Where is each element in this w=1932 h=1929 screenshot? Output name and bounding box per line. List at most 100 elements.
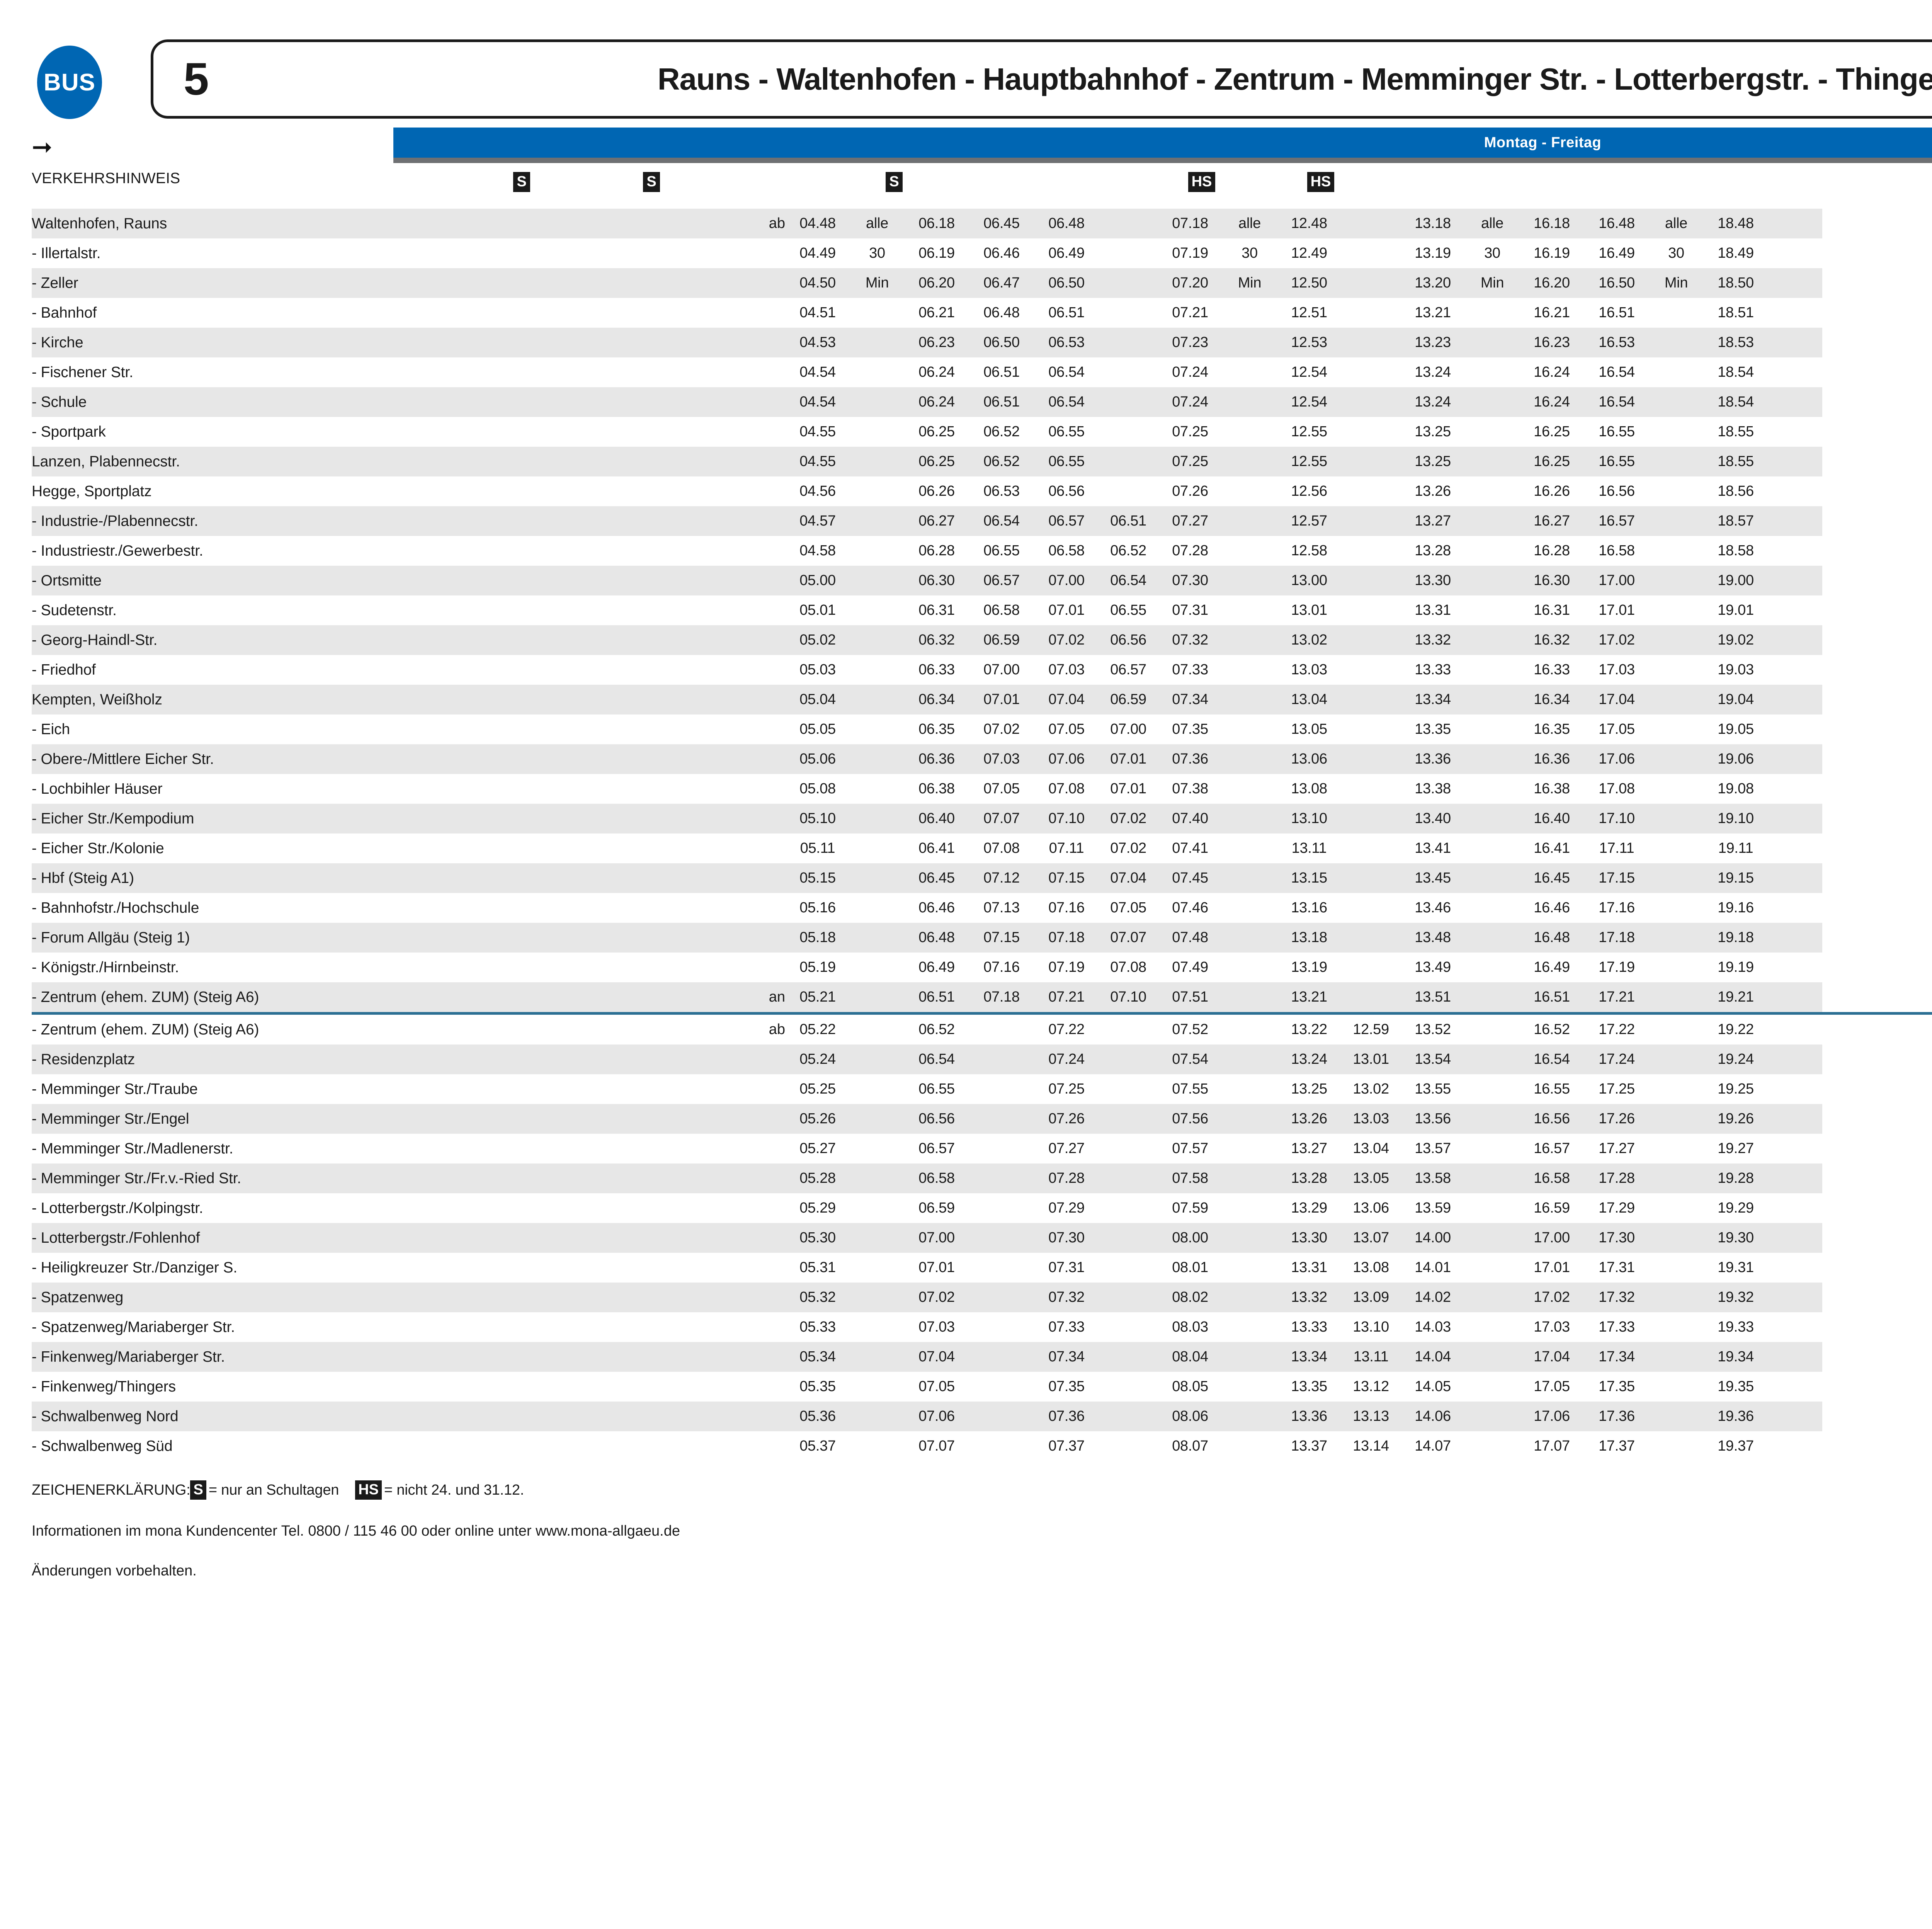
time-cell: 06.19 (918, 245, 955, 261)
time-cell (1768, 298, 1822, 328)
time-cell (850, 685, 904, 714)
filler-cell (1822, 536, 1932, 566)
time-cell: 05.33 (799, 1319, 836, 1335)
table-row: - Lochbihler Häuser 05.08 06.38 07.05 07.08 0… (32, 774, 1932, 804)
time-cell (850, 447, 904, 476)
time-cell: 19.11 (1718, 840, 1753, 856)
time-cell: 04.58 (799, 543, 836, 559)
time-cell: 06.36 (904, 744, 969, 774)
arrival-departure-flag (754, 953, 785, 982)
time-cell: 07.51 (1158, 982, 1223, 1012)
time-cell (1649, 953, 1703, 982)
table-row: - Industrie-/Plabennecstr. 04.57 06.27 06.5… (32, 506, 1932, 536)
time-cell: 07.27 (1048, 1140, 1085, 1157)
stop-name: - Schwalbenweg Süd (32, 1437, 173, 1454)
table-row: - Friedhof 05.03 06.33 07.00 07.03 06.57 07.33… (32, 655, 1932, 685)
time-cell: 07.41 (1172, 840, 1208, 856)
time-cell: 13.05 (1291, 721, 1327, 737)
time-cell (1649, 714, 1703, 744)
time-cell: 16.28 (1534, 543, 1570, 559)
time-cell: 19.00 (1703, 566, 1768, 595)
time-cell (1342, 328, 1400, 357)
time-cell (850, 387, 904, 417)
time-cell (1768, 1431, 1822, 1461)
table-row: Kempten, Weißholz 05.04 06.34 07.01 07.04 06.… (32, 685, 1932, 714)
time-cell (1465, 447, 1519, 476)
table-row: - Forum Allgäu (Steig 1) 05.18 06.48 07.15 0… (32, 923, 1932, 953)
column-mark-6 (743, 165, 808, 199)
time-cell: 19.08 (1718, 781, 1754, 797)
time-cell (1465, 685, 1519, 714)
time-cell: 13.01 (1342, 1044, 1400, 1074)
time-cell: 16.58 (1519, 1164, 1584, 1193)
time-cell (1768, 1044, 1822, 1074)
time-cell: 13.24 (1415, 364, 1451, 380)
stop-name: - Lotterbergstr./Kolpingstr. (32, 1199, 203, 1216)
time-cell: 16.50 (1584, 268, 1649, 298)
time-cell: 06.57 (1034, 506, 1099, 536)
stop-name: - Schwalbenweg Nord (32, 1402, 754, 1431)
time-cell (969, 1164, 1034, 1193)
time-cell (1342, 387, 1400, 417)
time-cell: 07.34 (1034, 1342, 1099, 1372)
table-row: Hegge, Sportplatz 04.56 06.26 06.53 06.56 07.… (32, 476, 1932, 506)
time-cell: 19.15 (1703, 863, 1768, 893)
time-cell: 30 (1484, 245, 1500, 261)
verkehrshinweis-label: VERKEHRSHINWEIS (32, 170, 180, 187)
stop-name: - Lotterbergstr./Fohlenhof (32, 1223, 754, 1253)
stop-name: - Residenzplatz (32, 1044, 754, 1074)
time-cell: 06.33 (918, 662, 955, 678)
time-cell (1768, 1312, 1822, 1342)
time-cell: 08.04 (1158, 1342, 1223, 1372)
time-cell (1649, 655, 1703, 685)
stop-name: - Königstr./Hirnbeinstr. (32, 959, 179, 976)
time-cell: 16.18 (1519, 209, 1584, 238)
time-cell: 07.00 (1034, 566, 1099, 595)
changes-line: Änderungen vorbehalten. (32, 1563, 197, 1579)
legend-hs-text: = nicht 24. und 31.12. (384, 1482, 524, 1498)
time-cell: 07.16 (1048, 900, 1085, 916)
time-cell (1465, 1044, 1519, 1074)
time-cell (1342, 685, 1400, 714)
time-cell (1465, 328, 1519, 357)
time-cell (1768, 744, 1822, 774)
stop-name: - Zentrum (ehem. ZUM) (Steig A6) (32, 982, 754, 1012)
time-cell: 07.55 (1172, 1081, 1208, 1097)
time-cell: 13.26 (1277, 1104, 1342, 1134)
time-cell: 08.05 (1172, 1378, 1208, 1395)
time-cell (850, 298, 904, 328)
time-cell (1342, 714, 1400, 744)
time-cell: 07.01 (969, 685, 1034, 714)
time-cell: 07.01 (1099, 744, 1158, 774)
arrow-right-icon: ➞ (32, 133, 53, 161)
time-cell (1768, 953, 1822, 982)
time-cell: 07.07 (969, 804, 1034, 834)
time-cell: 05.16 (799, 900, 836, 916)
time-cell: 07.28 (1034, 1164, 1099, 1193)
time-cell (1223, 595, 1277, 625)
time-cell: 06.48 (1034, 209, 1099, 238)
filler-cell (1822, 685, 1932, 714)
time-cell: 05.03 (799, 662, 836, 678)
time-cell (1099, 1164, 1158, 1193)
time-cell: 14.04 (1400, 1342, 1465, 1372)
time-cell: 17.01 (1534, 1259, 1570, 1276)
time-cell: 17.32 (1584, 1283, 1649, 1312)
time-cell (1649, 595, 1703, 625)
arrival-departure-flag (754, 1074, 785, 1104)
time-cell: 07.35 (1172, 721, 1208, 737)
time-cell (1223, 1014, 1277, 1045)
time-cell (1649, 1074, 1703, 1104)
time-cell: 07.03 (918, 1319, 955, 1335)
time-cell: 07.02 (1099, 804, 1158, 834)
time-cell (1342, 209, 1400, 238)
table-row: - Spatzenweg/Mariaberger Str. 05.33 07.03 0… (32, 1312, 1932, 1342)
time-cell: 18.48 (1703, 209, 1768, 238)
time-cell (1768, 387, 1822, 417)
arrival-departure-flag (754, 387, 785, 417)
table-row: Waltenhofen, Rauns ab 04.48 alle 06.18 06.45 0… (32, 209, 1932, 238)
time-cell: 06.57 (1110, 662, 1146, 678)
arrival-departure-flag: ab (769, 1021, 785, 1038)
time-cell (1649, 685, 1703, 714)
time-cell: 06.48 (904, 923, 969, 953)
